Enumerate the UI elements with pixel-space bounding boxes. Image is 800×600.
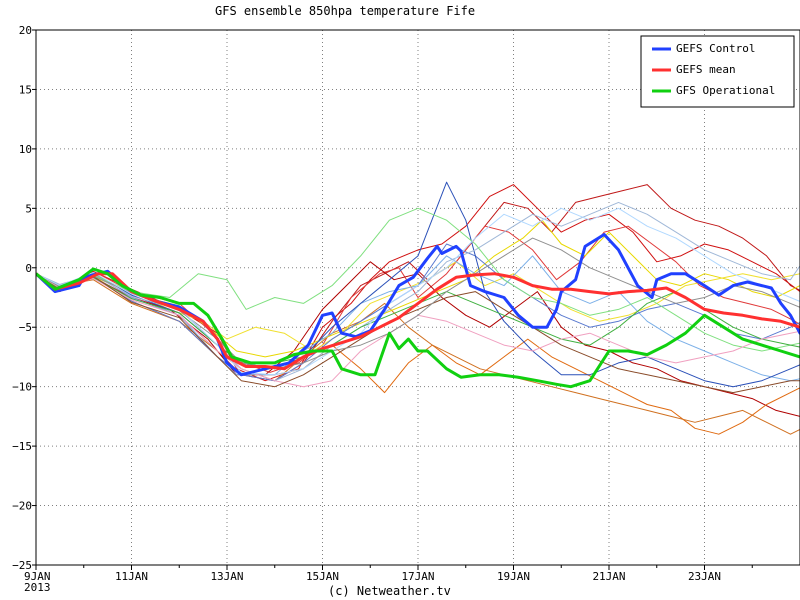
x-tick-label: 19JAN (497, 570, 530, 583)
y-tick-label: −10 (12, 381, 32, 394)
y-tick-label: 10 (19, 143, 32, 156)
ensemble-member-line (36, 273, 800, 394)
y-tick-label: −5 (19, 321, 32, 334)
ensemble-member-line (36, 207, 800, 352)
legend-label: GEFS Control (676, 42, 755, 55)
ensemble-member-line (36, 219, 800, 358)
x-year-label: 2013 (24, 581, 51, 594)
x-tick-label: 9JAN (24, 570, 51, 583)
gefs-mean-line (36, 272, 800, 371)
x-tick-label: 21JAN (592, 570, 625, 583)
ensemble-member-line (36, 261, 800, 417)
x-tick-label: 11JAN (115, 570, 148, 583)
ensemble-member-line (36, 243, 800, 382)
x-tick-label: 15JAN (306, 570, 339, 583)
y-tick-label: −20 (12, 500, 32, 513)
ensemble-member-line (36, 273, 800, 388)
ensemble-member-line (36, 201, 800, 382)
ensemble-member-line (36, 255, 800, 382)
y-tick-label: 0 (25, 262, 32, 275)
x-axis: 9JAN 11JAN 13JAN 15JAN 17JAN 19JAN 21JAN 23JAN (24, 565, 753, 583)
legend-label: GEFS mean (676, 63, 736, 76)
ensemble-member-line (36, 273, 800, 364)
y-tick-label: 5 (25, 202, 32, 215)
chart-series (36, 181, 800, 435)
y-axis: 20 15 10 5 0 −5 −10 −15 −20 −25 (12, 24, 36, 572)
y-tick-label: −25 (12, 559, 32, 572)
y-tick-label: 15 (19, 83, 32, 96)
ensemble-member-line (36, 237, 800, 370)
legend-label: GFS Operational (676, 84, 775, 97)
gfs-operational-line (36, 267, 800, 389)
y-tick-label: −15 (12, 440, 32, 453)
x-tick-label: 17JAN (401, 570, 434, 583)
y-tick-label: 20 (19, 24, 32, 37)
x-tick-label: 23JAN (688, 570, 721, 583)
x-tick-label: 13JAN (210, 570, 243, 583)
chart-title: GFS ensemble 850hpa temperature Fife (215, 4, 475, 18)
legend: GEFS Control GEFS mean GFS Operational (640, 35, 795, 108)
chart-credit: (c) Netweather.tv (328, 584, 451, 598)
